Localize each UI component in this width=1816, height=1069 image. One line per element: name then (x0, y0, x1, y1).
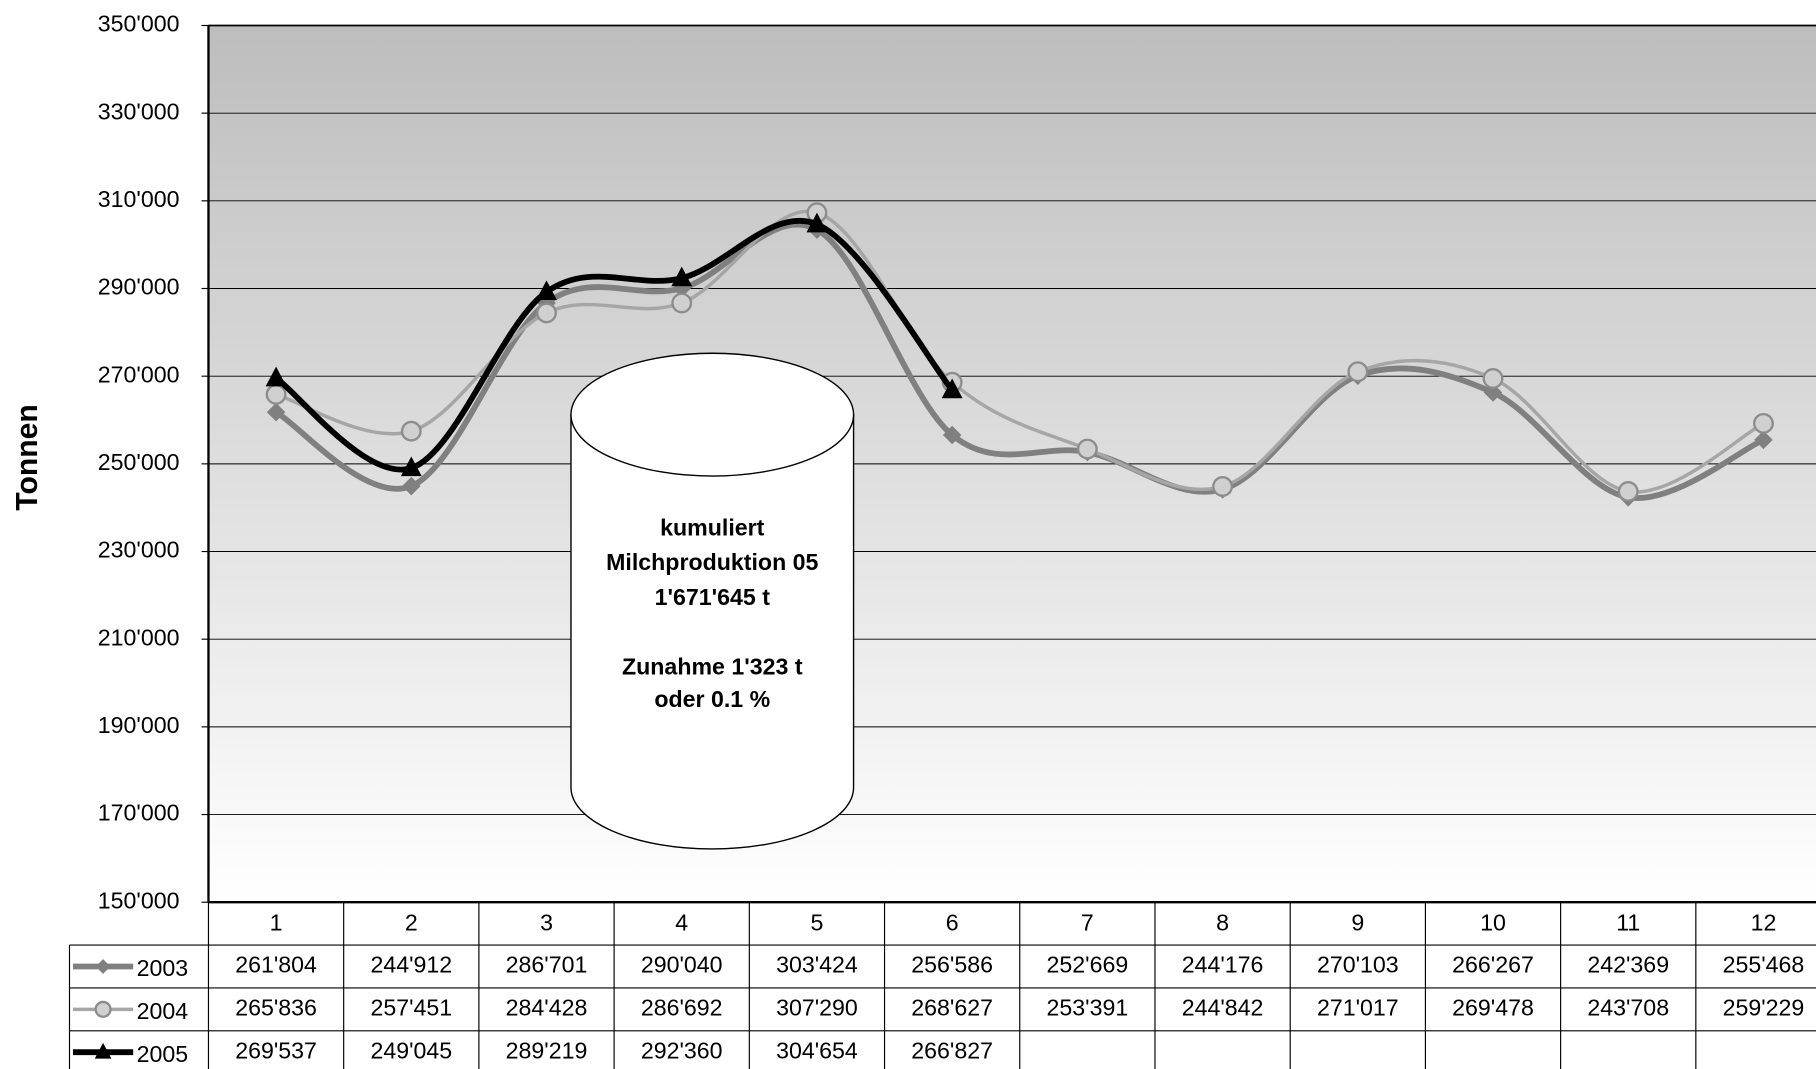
x-tick-label: 11 (1616, 909, 1640, 935)
table-value: 284'428 (506, 994, 588, 1020)
x-tick-label: 7 (1081, 909, 1094, 935)
annotation-text: Zunahme 1'323 t (622, 653, 803, 679)
marker (671, 292, 693, 314)
y-tick-label: 190'000 (98, 712, 180, 738)
table-value: 261'804 (235, 952, 317, 978)
marker (402, 476, 421, 496)
table-value: 286'692 (641, 994, 723, 1020)
legend-marker (95, 959, 111, 974)
marker (671, 266, 693, 287)
table-value: 268'627 (911, 994, 993, 1020)
x-tick-label: 10 (1480, 909, 1506, 935)
y-tick-label: 310'000 (98, 186, 180, 212)
series-line (275, 209, 1765, 494)
x-tick-label: 2 (405, 909, 418, 935)
y-tick-label: 350'000 (98, 11, 180, 37)
table-value: 269'537 (235, 1037, 317, 1063)
x-tick-label: 12 (1751, 909, 1777, 935)
marker (1482, 368, 1504, 389)
table-value: 266'267 (1452, 952, 1534, 978)
table-value: 303'424 (776, 952, 858, 978)
table-value: 269'478 (1452, 994, 1534, 1020)
table-value: 244'842 (1182, 994, 1264, 1020)
table-value: 292'360 (641, 1037, 723, 1063)
x-tick-label: 9 (1351, 909, 1364, 935)
marker (1076, 438, 1098, 460)
series-line (274, 221, 1765, 501)
marker (942, 425, 962, 445)
table-value: 243'708 (1587, 994, 1669, 1020)
marker (265, 366, 287, 387)
legend-marker (94, 1000, 112, 1018)
marker (806, 212, 828, 233)
y-axis-title: Tonnen (11, 404, 44, 510)
marker (400, 456, 422, 477)
legend-label: 2003 (137, 955, 189, 981)
legend-label: 2004 (137, 998, 189, 1024)
x-tick-label: 6 (946, 909, 959, 935)
table-value: 256'586 (911, 952, 993, 978)
annotation-text: 1'671'645 t (655, 584, 771, 610)
y-tick-label: 230'000 (98, 537, 180, 563)
table-value: 242'369 (1587, 952, 1669, 978)
marker (536, 302, 557, 324)
marker (266, 402, 286, 422)
table-value: 244'176 (1182, 952, 1264, 978)
marker (1617, 481, 1639, 502)
annotation-text: oder 0.1 % (654, 686, 770, 712)
x-tick-label: 4 (675, 909, 688, 935)
table-value: 270'103 (1317, 952, 1399, 978)
x-tick-label: 5 (810, 909, 823, 935)
table-value: 271'017 (1317, 994, 1399, 1020)
table-value: 255'468 (1723, 952, 1805, 978)
marker (400, 420, 422, 442)
series-line (274, 217, 955, 473)
table-value: 290'040 (641, 952, 723, 978)
marker (1483, 383, 1503, 402)
y-tick-label: 290'000 (98, 274, 180, 300)
legend-label: 2005 (137, 1041, 189, 1067)
y-tick-label: 250'000 (98, 449, 180, 475)
y-tick-label: 210'000 (98, 624, 180, 650)
table-value: 244'912 (370, 952, 452, 978)
legend-marker (94, 1042, 112, 1059)
y-tick-label: 150'000 (98, 887, 180, 913)
table-value: 286'701 (506, 952, 588, 978)
marker (1212, 476, 1234, 497)
marker (265, 384, 287, 405)
x-tick-label: 1 (270, 909, 283, 935)
table-value: 304'654 (776, 1037, 858, 1063)
annotation-text: kumuliert (660, 514, 765, 540)
cylinder-top (570, 352, 855, 477)
y-tick-label: 330'000 (98, 98, 180, 124)
annotation-text: Milchproduktion 05 (606, 549, 818, 575)
marker (941, 378, 963, 399)
table-value: 252'669 (1047, 952, 1129, 978)
table-value: 259'229 (1723, 994, 1805, 1020)
table-value: 249'045 (370, 1037, 452, 1063)
y-tick-label: 170'000 (98, 800, 180, 826)
marker (1753, 412, 1774, 434)
table-value: 257'451 (370, 994, 452, 1020)
y-tick-label: 270'000 (98, 361, 180, 387)
marker (1347, 361, 1369, 383)
cylinder-body (570, 413, 855, 850)
table-value: 265'836 (235, 994, 317, 1020)
x-tick-label: 3 (540, 909, 553, 935)
annotation: kumuliert Milchproduktion 05 1'671'645 t… (570, 352, 855, 850)
table-value: 307'290 (776, 994, 858, 1020)
table-value: 289'219 (506, 1037, 588, 1063)
marker (1754, 430, 1773, 450)
x-tick-label: 8 (1216, 909, 1229, 935)
marker (536, 280, 557, 301)
table-value: 253'391 (1047, 994, 1129, 1020)
table-value: 266'827 (911, 1037, 993, 1063)
